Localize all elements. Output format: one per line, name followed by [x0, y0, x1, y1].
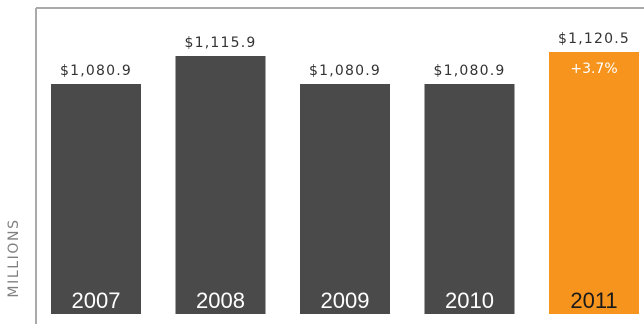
bar-2008: [175, 56, 266, 314]
category-label-2008: 2008: [196, 288, 245, 313]
category-label-2009: 2009: [321, 288, 370, 313]
bar-2010: [424, 84, 515, 314]
y-axis-label: MILLIONS: [6, 218, 22, 298]
bar-2007: [51, 84, 141, 314]
category-label-2007: 2007: [72, 288, 121, 313]
value-label-2009: $1,080.9: [309, 63, 381, 79]
value-label-2010: $1,080.9: [434, 63, 506, 79]
category-label-2011: 2011: [570, 288, 617, 313]
value-label-2008: $1,115.9: [185, 35, 257, 51]
category-label-2010: 2010: [445, 288, 494, 313]
value-label-2011: $1,120.5: [558, 31, 630, 47]
annotation-2011: +3.7%: [570, 61, 617, 77]
bar-2009: [300, 84, 390, 314]
bar-2011: [549, 52, 639, 314]
value-label-2007: $1,080.9: [60, 63, 132, 79]
